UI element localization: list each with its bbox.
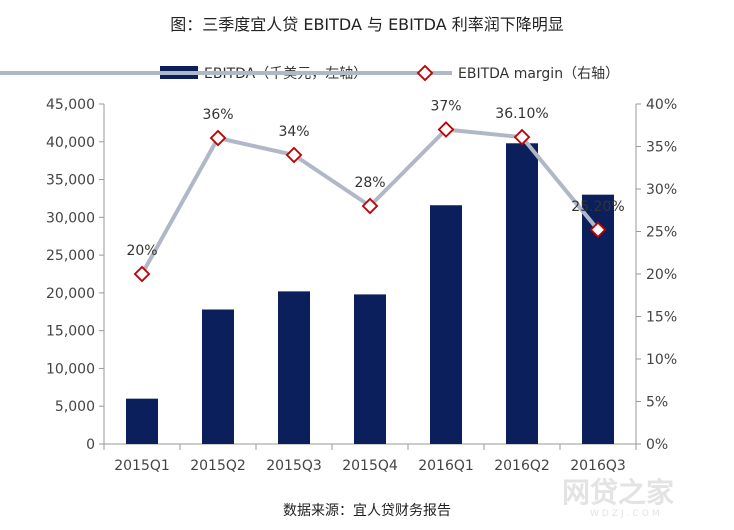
- left-tick-label: 0: [86, 437, 95, 453]
- line-series: 20% 36% 34% 28% 37% 36.10% 25.20%: [126, 99, 625, 283]
- watermark: 网贷之家 WDZJ.COM: [562, 476, 674, 519]
- margin-data-label: 37%: [430, 99, 461, 115]
- right-tick-label: 40%: [646, 97, 677, 113]
- margin-point: [513, 128, 531, 146]
- bar: [430, 205, 462, 444]
- margin-point: [437, 121, 455, 138]
- left-tick-label: 15,000: [46, 324, 95, 340]
- watermark-subtext: WDZJ.COM: [590, 509, 663, 519]
- right-tick-label: 5%: [646, 395, 668, 411]
- margin-data-label: 20%: [126, 243, 157, 259]
- x-tick-label: 2016Q2: [494, 458, 550, 474]
- left-tick-label: 25,000: [46, 248, 95, 264]
- x-tick-label: 2015Q1: [114, 458, 170, 474]
- margin-data-label: 36.10%: [495, 106, 548, 122]
- x-axis-ticks: 2015Q1 2015Q2 2015Q3 2015Q4 2016Q1 2016Q2 2016…: [103, 444, 637, 474]
- right-tick-label: 30%: [646, 182, 677, 198]
- bar: [354, 294, 386, 444]
- source-note: 数据来源：宜人贷财务报告: [283, 503, 451, 519]
- left-tick-label: 30,000: [46, 210, 95, 226]
- bar: [126, 398, 158, 444]
- right-tick-label: 25%: [646, 225, 677, 241]
- right-tick-label: 0%: [646, 437, 668, 453]
- left-tick-label: 5,000: [55, 399, 95, 415]
- bar: [506, 143, 538, 445]
- left-tick-label: 45,000: [46, 97, 95, 113]
- margin-point: [589, 221, 607, 239]
- x-tick-label: 2016Q1: [418, 458, 474, 474]
- bar: [202, 309, 234, 444]
- margin-point: [361, 197, 379, 215]
- legend: EBITDA（千美元，左轴） EBITDA margin（右轴）: [0, 64, 619, 82]
- margin-data-label: 28%: [354, 175, 385, 191]
- bar-series: [126, 143, 614, 445]
- margin-point: [209, 129, 227, 147]
- right-tick-label: 15%: [646, 310, 677, 326]
- margin-data-label: 25.20%: [571, 199, 624, 215]
- left-tick-label: 35,000: [46, 173, 95, 189]
- left-axis-ticks: 0 5,000 10,000 15,000 20,000 25,000 30,000 35,0…: [46, 97, 104, 453]
- legend-line-label: EBITDA margin（右轴）: [458, 66, 619, 82]
- margin-point: [285, 146, 303, 164]
- left-tick-label: 20,000: [46, 286, 95, 302]
- watermark-text: 网贷之家: [562, 476, 674, 509]
- margin-data-label: 34%: [278, 124, 309, 140]
- right-tick-label: 20%: [646, 267, 677, 283]
- x-tick-label: 2015Q2: [190, 458, 246, 474]
- right-axis-ticks: 0% 5% 10% 15% 20% 25% 30% 35% 40%: [636, 97, 677, 453]
- left-tick-label: 10,000: [46, 361, 95, 377]
- x-tick-label: 2015Q3: [266, 458, 322, 474]
- bar: [278, 291, 310, 444]
- margin-point: [133, 265, 151, 283]
- chart-title: 图：三季度宜人贷 EBITDA 与 EBITDA 利率润下降明显: [170, 15, 563, 34]
- right-tick-label: 35%: [646, 140, 677, 156]
- left-tick-label: 40,000: [46, 135, 95, 151]
- legend-line-marker: [416, 64, 434, 82]
- x-tick-label: 2016Q3: [570, 458, 626, 474]
- margin-data-label: 36%: [202, 107, 233, 123]
- x-tick-label: 2015Q4: [342, 458, 398, 474]
- right-tick-label: 10%: [646, 352, 677, 368]
